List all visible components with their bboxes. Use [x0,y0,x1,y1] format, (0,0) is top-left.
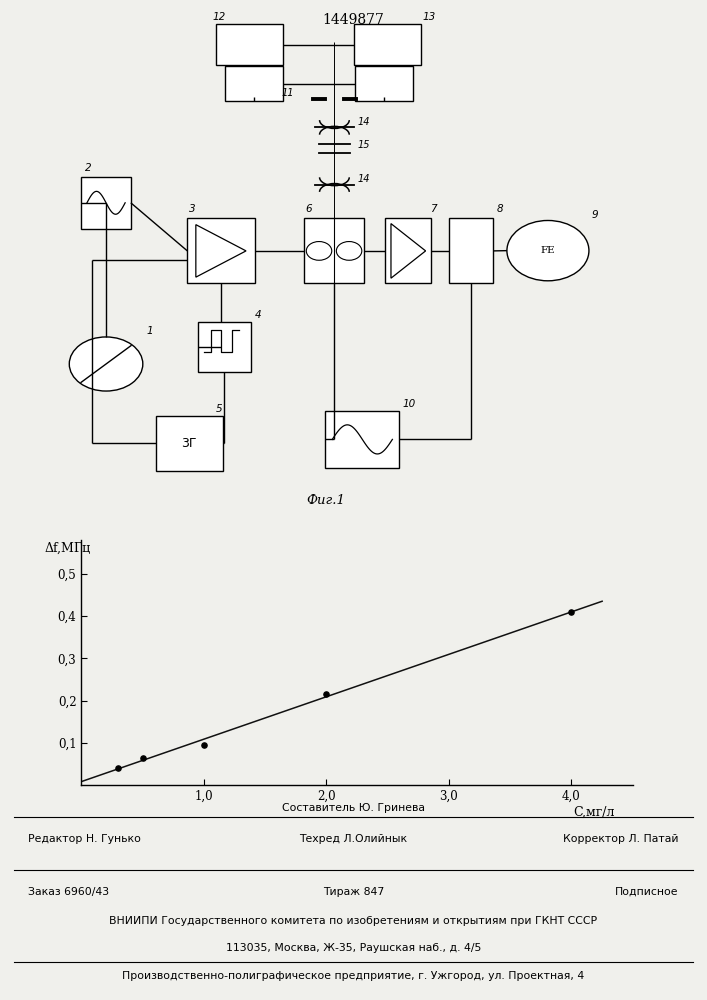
Point [198,737,209,753]
Text: 1449877: 1449877 [322,13,385,27]
Bar [198,322,251,372]
Bar [304,218,364,283]
Text: 15: 15 [357,140,370,150]
Bar [449,218,493,283]
Text: C,мг/л: C,мг/л [573,806,614,819]
Text: FE: FE [541,246,555,255]
Text: 9: 9 [591,210,597,220]
Text: Заказ 6960/43: Заказ 6960/43 [28,887,110,897]
Bar [354,24,421,65]
Text: 2: 2 [85,163,91,173]
Text: 12: 12 [212,12,226,22]
Text: 11: 11 [281,88,294,98]
Text: Техред Л.Олийнык: Техред Л.Олийнык [300,834,407,844]
Text: Производственно-полиграфическое предприятие, г. Ужгород, ул. Проектная, 4: Производственно-полиграфическое предприя… [122,971,585,981]
Text: ВНИИПИ Государственного комитета по изобретениям и открытиям при ГКНТ СССР: ВНИИПИ Государственного комитета по изоб… [110,916,597,926]
Text: 4: 4 [255,310,261,320]
Text: Тираж 847: Тираж 847 [323,887,384,897]
Text: 113035, Москва, Ж-35, Раушская наб., д. 4/5: 113035, Москва, Ж-35, Раушская наб., д. … [226,943,481,953]
Point [321,686,332,702]
Text: 6: 6 [305,204,312,214]
Circle shape [507,220,589,281]
Point [566,604,577,620]
Bar [355,66,413,101]
Text: 13: 13 [423,12,436,22]
Bar [385,218,431,283]
Text: 14: 14 [357,174,370,184]
Text: 8: 8 [497,204,503,214]
Text: 3Г: 3Г [182,437,197,450]
Text: Редактор Н. Гунько: Редактор Н. Гунько [28,834,141,844]
Text: 3: 3 [189,204,195,214]
Text: Δf,МГц: Δf,МГц [45,542,90,555]
Point [137,750,148,766]
Circle shape [69,337,143,391]
Text: 14: 14 [357,117,370,127]
Bar [216,24,283,65]
Bar [81,177,131,229]
Bar [187,218,255,283]
Bar [156,416,223,471]
Bar [325,411,399,468]
Text: Корректор Л. Патай: Корректор Л. Патай [563,834,679,844]
Text: Фиг.1: Фиг.1 [306,494,344,507]
Text: Составитель Ю. Гринева: Составитель Ю. Гринева [282,803,425,813]
Text: Подписное: Подписное [615,887,679,897]
Text: 5: 5 [216,404,222,414]
Text: 7: 7 [430,204,436,214]
Text: 1: 1 [146,326,153,336]
Point [112,760,124,776]
Text: 10: 10 [403,399,416,409]
Bar [225,66,283,101]
